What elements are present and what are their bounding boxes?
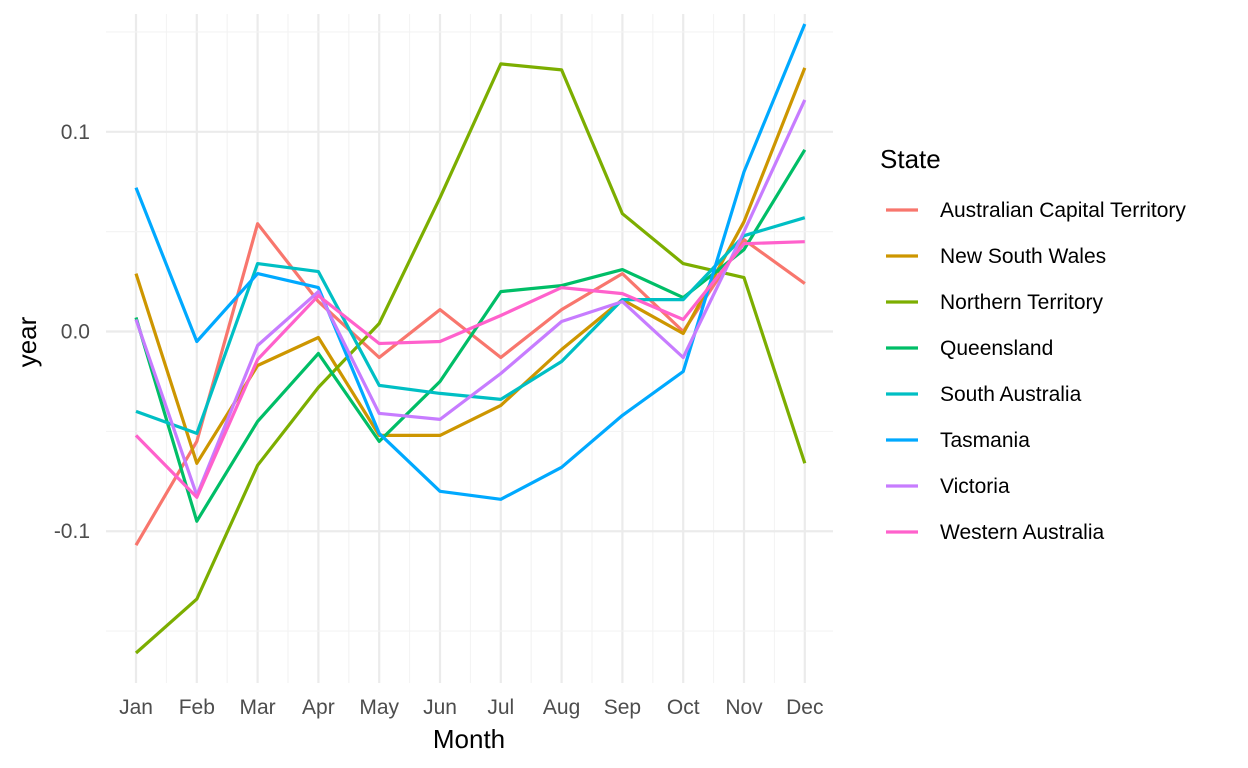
x-tick-label: May — [359, 696, 399, 719]
x-tick-label: Jan — [119, 696, 153, 719]
x-tick-label: Apr — [302, 696, 335, 719]
x-tick-label: Sep — [604, 696, 641, 719]
series-line-victoria — [134, 99, 807, 497]
legend-label-australian-capital-territory: Australian Capital Territory — [940, 199, 1186, 222]
x-tick-label: Jun — [423, 696, 457, 719]
x-tick-label: Aug — [543, 696, 580, 719]
legend-label-new-south-wales: New South Wales — [940, 245, 1106, 268]
legend-label-victoria: Victoria — [940, 475, 1010, 498]
x-tick-label: Mar — [240, 696, 276, 719]
legend-label-western-australia: Western Australia — [940, 521, 1105, 544]
grid — [106, 14, 833, 683]
series-lines — [134, 23, 807, 655]
series-line-western-australia — [134, 240, 805, 499]
x-axis-title: Month — [433, 724, 505, 754]
y-axis-ticks: -0.1 0.0 0.1 — [54, 121, 90, 543]
legend-title: State — [880, 144, 941, 174]
y-tick-label: 0.1 — [61, 121, 90, 144]
legend: State Australian Capital Territory New So… — [880, 144, 1186, 544]
y-tick-label: 0.0 — [61, 321, 90, 344]
x-axis-ticks: Jan Feb Mar Apr May Jun Jul Aug Sep Oct Nov Dec — [119, 696, 823, 719]
x-tick-label: Jul — [487, 696, 514, 719]
legend-label-queensland: Queensland — [940, 337, 1053, 360]
x-tick-label: Feb — [179, 696, 215, 719]
legend-label-northern-territory: Northern Territory — [940, 291, 1103, 314]
y-tick-label: -0.1 — [54, 520, 90, 543]
series-line-northern-territory — [134, 62, 807, 655]
x-tick-label: Nov — [725, 696, 763, 719]
y-axis-title: year — [12, 316, 42, 367]
legend-label-south-australia: South Australia — [940, 383, 1082, 406]
x-tick-label: Oct — [667, 696, 700, 719]
x-tick-label: Dec — [786, 696, 823, 719]
legend-label-tasmania: Tasmania — [940, 429, 1030, 452]
